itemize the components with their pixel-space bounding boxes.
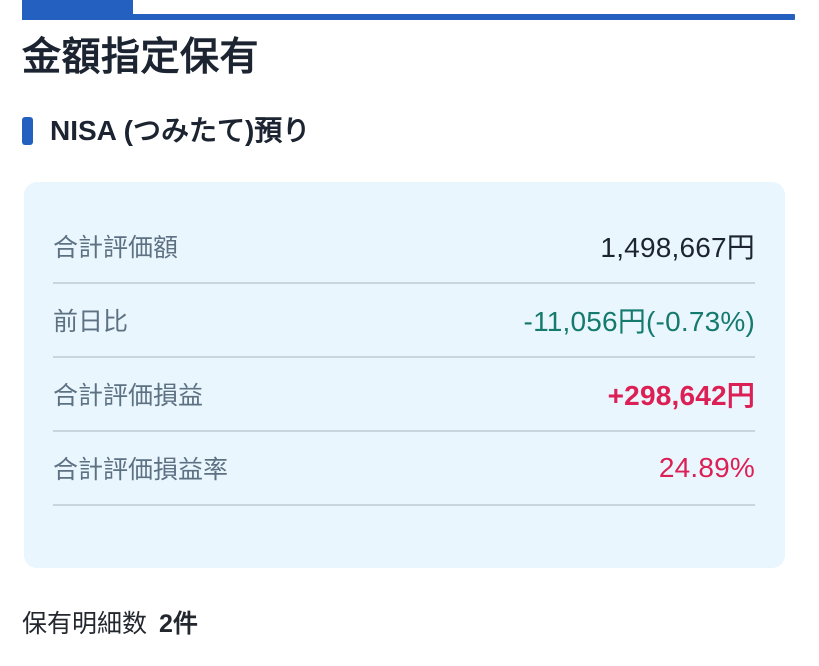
accent-bar-icon bbox=[22, 117, 33, 145]
summary-row-label: 合計評価損益率 bbox=[53, 456, 229, 484]
page-title: 金額指定保有 bbox=[22, 36, 260, 79]
summary-card: 合計評価額 1,498,667円 前日比 -11,056円(-0.73%) 合計… bbox=[24, 182, 785, 568]
summary-row-value: +298,642円 bbox=[607, 380, 755, 411]
summary-row-label: 前日比 bbox=[53, 308, 129, 336]
top-tab-strip bbox=[0, 0, 819, 22]
holdings-count-value: 2件 bbox=[159, 610, 198, 638]
summary-row: 合計評価損益 +298,642円 bbox=[53, 358, 755, 432]
active-tab[interactable] bbox=[22, 0, 133, 20]
summary-row-value: 24.89% bbox=[658, 452, 755, 483]
holdings-count-label: 保有明細数 bbox=[22, 610, 148, 638]
summary-row-value: 1,498,667円 bbox=[600, 232, 755, 263]
summary-row: 合計評価損益率 24.89% bbox=[53, 432, 755, 506]
summary-row-label: 合計評価額 bbox=[53, 234, 179, 262]
summary-row-value: -11,056円(-0.73%) bbox=[523, 306, 755, 337]
holdings-count: 保有明細数 2件 bbox=[22, 604, 198, 640]
summary-row-label: 合計評価損益 bbox=[53, 382, 204, 410]
section-heading: NISA (つみたて)預り bbox=[22, 112, 310, 150]
tab-strip-underline bbox=[22, 14, 795, 20]
summary-row-list: 合計評価額 1,498,667円 前日比 -11,056円(-0.73%) 合計… bbox=[53, 210, 755, 506]
summary-row: 前日比 -11,056円(-0.73%) bbox=[53, 284, 755, 358]
section-heading-label: NISA (つみたて)預り bbox=[50, 115, 311, 146]
summary-row: 合計評価額 1,498,667円 bbox=[53, 210, 755, 284]
